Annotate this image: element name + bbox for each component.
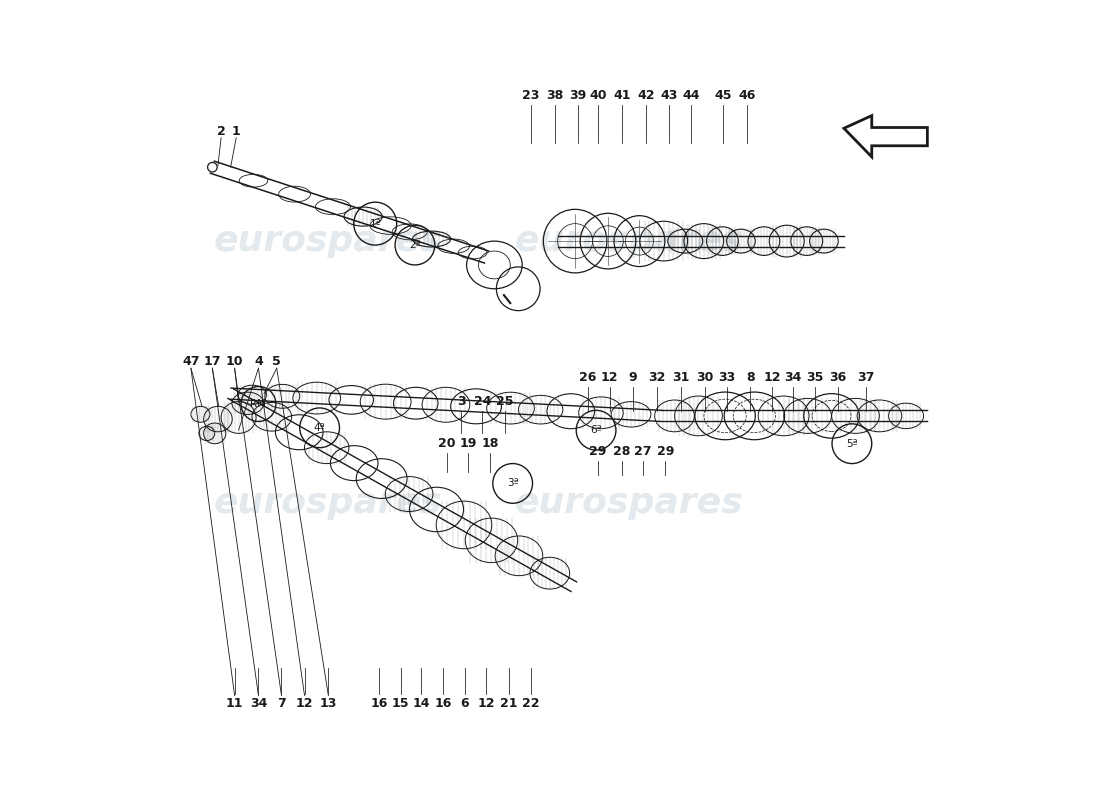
Text: 21: 21: [499, 697, 517, 710]
Text: 4ª: 4ª: [314, 423, 326, 433]
Text: 34: 34: [784, 371, 802, 384]
Text: 3: 3: [456, 395, 465, 408]
Text: 17: 17: [204, 355, 221, 368]
Text: 9: 9: [628, 371, 637, 384]
Text: 13: 13: [320, 697, 337, 710]
Text: 33: 33: [718, 371, 736, 384]
Text: 11: 11: [226, 697, 243, 710]
Text: 23: 23: [522, 90, 540, 102]
Text: 40: 40: [590, 90, 607, 102]
Text: RM: RM: [251, 399, 266, 409]
Text: 1ª: 1ª: [370, 218, 381, 229]
Text: eurospares: eurospares: [515, 224, 744, 258]
Text: 47: 47: [183, 355, 200, 368]
Text: 6: 6: [461, 697, 470, 710]
Text: 28: 28: [613, 445, 630, 458]
Text: 39: 39: [569, 90, 586, 102]
Text: 15: 15: [392, 697, 409, 710]
Text: 18: 18: [482, 437, 499, 450]
Text: 34: 34: [250, 697, 267, 710]
Text: 20: 20: [438, 437, 455, 450]
Text: 46: 46: [738, 90, 756, 102]
Text: 35: 35: [806, 371, 823, 384]
Text: 1: 1: [232, 125, 241, 138]
Text: 2ª: 2ª: [409, 240, 421, 250]
Text: 5ª: 5ª: [846, 438, 858, 449]
Text: 36: 36: [829, 371, 846, 384]
Text: 25: 25: [496, 395, 514, 408]
Text: 27: 27: [635, 445, 651, 458]
Text: 12: 12: [763, 371, 781, 384]
Text: 42: 42: [637, 90, 654, 102]
Text: 2: 2: [217, 125, 226, 138]
Text: eurospares: eurospares: [213, 224, 442, 258]
Text: 10: 10: [226, 355, 243, 368]
Text: 24: 24: [474, 395, 492, 408]
Text: 6ª: 6ª: [591, 425, 602, 435]
Text: 7: 7: [277, 697, 286, 710]
Text: 43: 43: [660, 90, 678, 102]
Text: eurospares: eurospares: [515, 486, 744, 520]
Text: 5: 5: [273, 355, 282, 368]
Text: 29: 29: [657, 445, 674, 458]
Text: 3ª: 3ª: [507, 478, 518, 489]
Text: 38: 38: [546, 90, 563, 102]
Polygon shape: [844, 115, 927, 157]
Text: 37: 37: [858, 371, 874, 384]
Text: 4: 4: [254, 355, 263, 368]
Text: 32: 32: [649, 371, 666, 384]
Text: 16: 16: [371, 697, 388, 710]
Text: 12: 12: [296, 697, 314, 710]
Text: 22: 22: [522, 697, 540, 710]
Text: 45: 45: [714, 90, 732, 102]
Text: 19: 19: [460, 437, 477, 450]
Text: 29: 29: [588, 445, 606, 458]
Text: 41: 41: [614, 90, 631, 102]
Text: 12: 12: [601, 371, 618, 384]
Text: 16: 16: [434, 697, 451, 710]
Text: 26: 26: [580, 371, 597, 384]
Text: 30: 30: [696, 371, 714, 384]
Text: eurospares: eurospares: [213, 486, 442, 520]
Text: 14: 14: [412, 697, 430, 710]
Circle shape: [208, 162, 217, 172]
Text: 44: 44: [683, 90, 701, 102]
Text: 12: 12: [477, 697, 495, 710]
Text: 31: 31: [672, 371, 690, 384]
Text: 8: 8: [746, 371, 755, 384]
